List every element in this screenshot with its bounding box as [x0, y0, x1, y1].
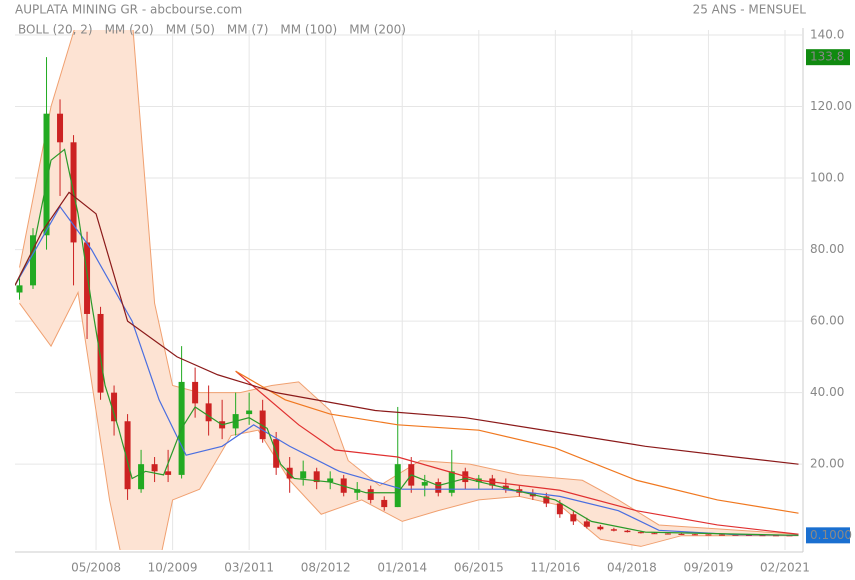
y-tick-label: 60.00 — [810, 314, 844, 328]
candle-body — [624, 530, 631, 533]
boll-upper — [19, 30, 799, 535]
candle-body — [691, 534, 698, 536]
candle-body — [759, 535, 766, 537]
y-tick-label: 80.00 — [810, 242, 844, 256]
legend-entry: MM (50) — [166, 23, 215, 37]
x-tick-label: 11/2016 — [530, 561, 580, 575]
candle-body — [151, 464, 158, 472]
price-marker-label: 133.8 — [810, 50, 844, 64]
candle-body — [435, 482, 442, 493]
candle-body — [718, 534, 725, 536]
x-tick-label: 04/2018 — [607, 561, 657, 575]
moving-average — [235, 370, 799, 514]
candle-body — [30, 235, 37, 286]
candle-body — [637, 532, 644, 534]
x-tick-label: 05/2008 — [71, 561, 121, 575]
price-marker-box — [806, 527, 850, 544]
candle-body — [610, 529, 617, 531]
candle-body — [259, 410, 266, 440]
y-tick-label: 100.0 — [810, 171, 844, 185]
plot-area — [15, 30, 799, 550]
candle-body — [84, 242, 91, 314]
candle-body — [570, 514, 577, 522]
x-tick-label: 08/2012 — [301, 561, 351, 575]
candle-body — [111, 392, 118, 422]
legend-entry: MM (100) — [280, 23, 337, 37]
candle-body — [502, 485, 509, 490]
legend-entry: MM (200) — [349, 23, 406, 37]
legend-entry: BOLL (20, 2) — [18, 23, 93, 37]
chart-title: AUPLATA MINING GR - abcbourse.com — [15, 3, 242, 17]
candle-body — [543, 496, 550, 504]
candle-body — [192, 381, 199, 404]
price-marker-label: 0.1000 — [810, 528, 852, 542]
candle-body — [57, 113, 64, 143]
candle-body — [381, 499, 388, 508]
candle-body — [394, 464, 401, 508]
candle-body — [421, 482, 428, 486]
candle-body — [664, 533, 671, 535]
candle-body — [678, 533, 685, 535]
candle-body — [367, 489, 374, 500]
chart-subtitle: 25 ANS - MENSUEL — [693, 3, 807, 17]
moving-average — [15, 205, 799, 536]
candle-body — [651, 533, 658, 535]
legend-entry: MM (20) — [105, 23, 154, 37]
candle-body — [583, 521, 590, 527]
x-tick-label: 01/2014 — [377, 561, 427, 575]
candle-body — [138, 464, 145, 490]
y-tick-label: 40.00 — [810, 385, 844, 399]
candle-body — [313, 471, 320, 483]
y-tick-label: 20.00 — [810, 457, 844, 471]
moving-average — [15, 191, 799, 465]
candle-body — [97, 313, 104, 393]
legend-entry: MM (7) — [227, 23, 269, 37]
x-tick-label: 03/2011 — [224, 561, 274, 575]
candle-body — [745, 534, 752, 536]
boll-lower — [19, 290, 799, 550]
y-tick-label: 140.0 — [810, 28, 844, 42]
candle-body — [205, 403, 212, 422]
candle-body — [124, 421, 131, 490]
axes: 140.0 120.00 100.0 80.00 60.00 40.00 20.00 05/2… — [18, 23, 852, 575]
candle-body — [597, 526, 604, 530]
price-marker-box — [806, 49, 850, 66]
candle-body — [327, 478, 334, 483]
candle-body — [705, 534, 712, 536]
x-tick-label: 02/2021 — [760, 561, 810, 575]
candle-body — [43, 113, 50, 236]
candle-body — [772, 535, 779, 537]
candle-body — [732, 534, 739, 536]
moving-average — [235, 370, 799, 535]
x-tick-label: 06/2015 — [454, 561, 504, 575]
candle-body — [556, 503, 563, 515]
moving-average — [15, 148, 799, 536]
candle-body — [354, 489, 361, 493]
y-tick-label: 120.00 — [810, 99, 852, 113]
candle-body — [246, 410, 253, 415]
candle-body — [16, 285, 23, 293]
candle-body — [300, 471, 307, 479]
candle-body — [165, 471, 172, 475]
x-tick-label: 10/2009 — [148, 561, 198, 575]
x-tick-label: 09/2019 — [684, 561, 734, 575]
